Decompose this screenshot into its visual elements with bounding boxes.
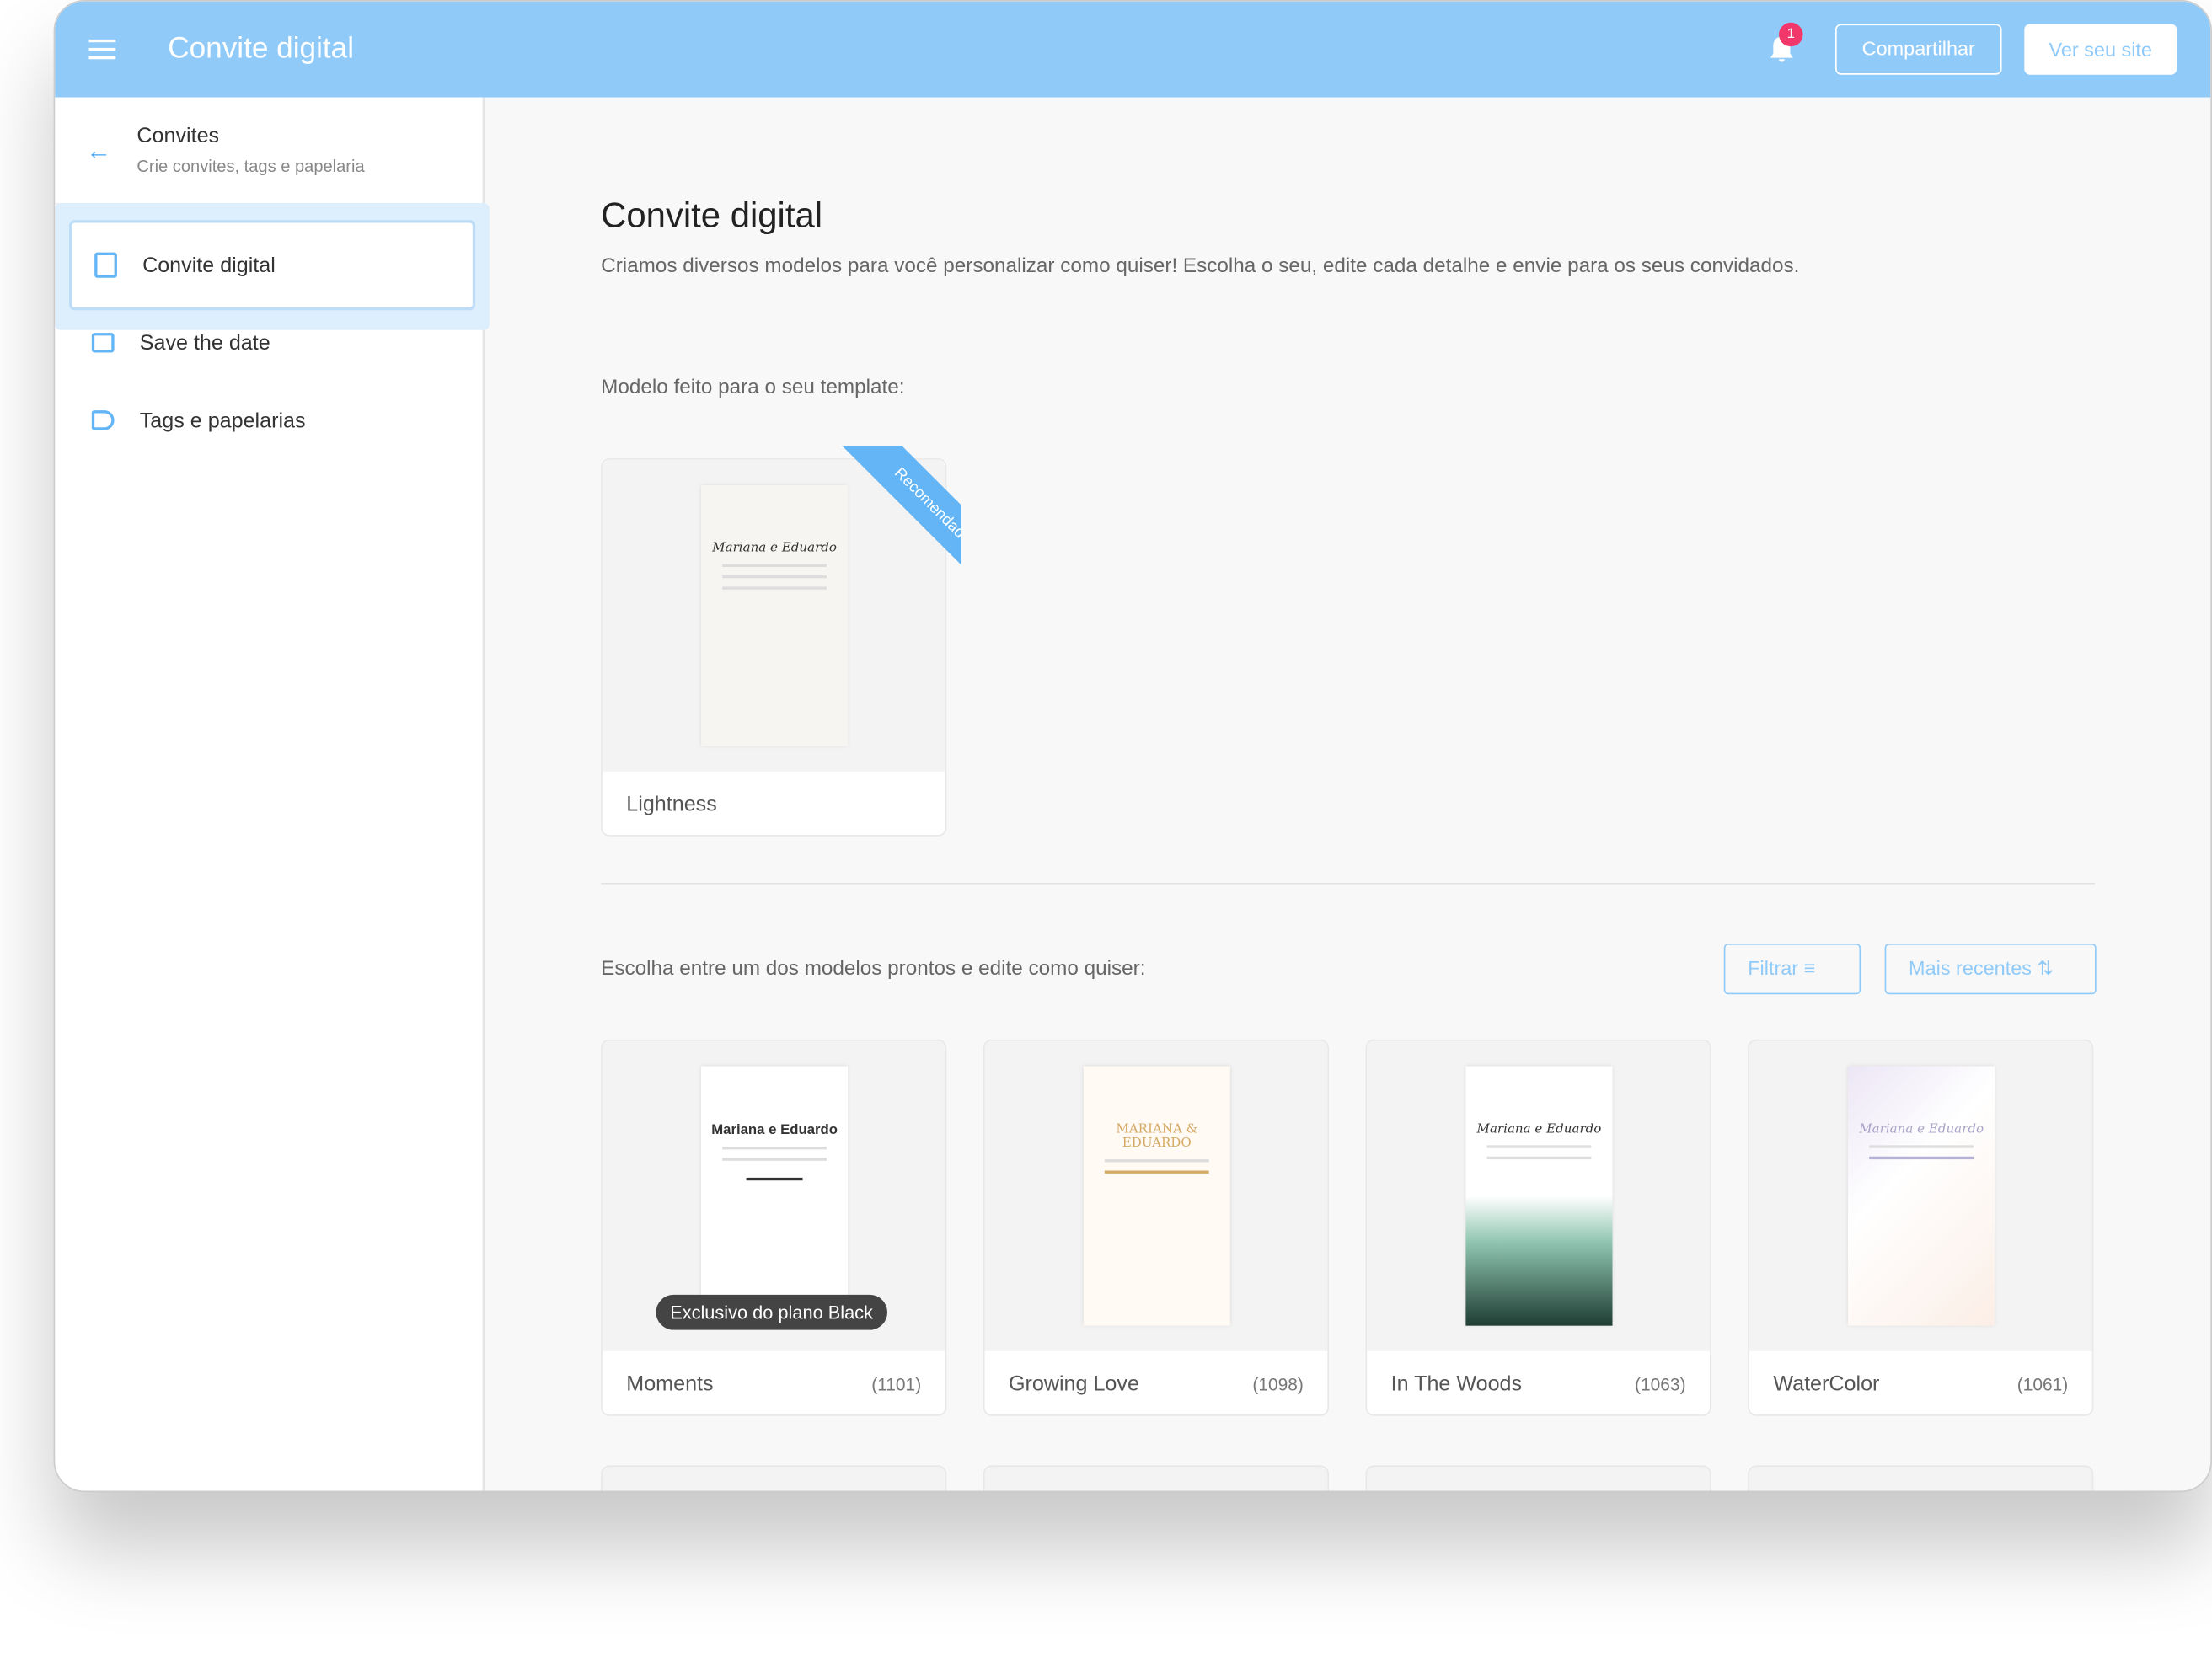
- template-card[interactable]: [1365, 1465, 1711, 1491]
- template-name: Growing Love: [1008, 1372, 1139, 1397]
- sidebar-item-tags[interactable]: Tags e papelarias: [69, 375, 475, 465]
- template-preview: Mariana e Eduardo: [701, 484, 849, 746]
- sidebar-title: Convites: [137, 124, 220, 148]
- template-card[interactable]: Mariana e Eduardo In The Woods (1063): [1365, 1039, 1711, 1416]
- sort-icon: ⇅: [2037, 956, 2054, 979]
- exclusive-badge: Exclusivo do plano Black: [656, 1294, 887, 1330]
- sidebar-item-label: Tags e papelarias: [139, 408, 306, 433]
- template-count: (1101): [871, 1375, 922, 1395]
- template-count: (1063): [1635, 1375, 1686, 1395]
- template-card[interactable]: [601, 1465, 947, 1491]
- template-card[interactable]: MARIANA & EDUARDO Growing Love (1098): [983, 1039, 1330, 1416]
- sidebar-item-label: Convite digital: [142, 253, 276, 277]
- tag-icon: [91, 410, 115, 430]
- template-name: Lightness: [626, 792, 717, 817]
- filter-icon: ≡: [1803, 956, 1816, 979]
- recommended-heading: Modelo feito para o seu template:: [601, 376, 905, 399]
- template-preview: Mariana e Eduardo: [1848, 1066, 1995, 1326]
- app-title: Convite digital: [168, 32, 355, 66]
- sidebar-item-convite-digital[interactable]: Convite digital: [69, 220, 476, 311]
- sidebar-subtitle: Crie convites, tags e papelaria: [137, 156, 365, 177]
- template-preview: MARIANA & EDUARDO: [1083, 1066, 1230, 1326]
- template-name: In The Woods: [1390, 1372, 1523, 1397]
- notification-badge: 1: [1779, 22, 1803, 47]
- sidebar: ← Convites Crie convites, tags e papelar…: [55, 97, 490, 1491]
- filter-button[interactable]: Filtrar ≡: [1723, 943, 1861, 995]
- view-site-button[interactable]: Ver seu site: [2024, 24, 2177, 75]
- invitation-icon: [94, 252, 117, 278]
- template-card[interactable]: Mariana e Eduardo WaterColor (1061): [1748, 1039, 2094, 1416]
- back-arrow-icon[interactable]: ←: [86, 136, 112, 165]
- sort-button[interactable]: Mais recentes ⇅: [1884, 943, 2097, 995]
- template-name: WaterColor: [1773, 1372, 1880, 1397]
- template-count: (1061): [2017, 1375, 2069, 1395]
- template-card-lightness[interactable]: Mariana e Eduardo Recomendado Lightness: [601, 446, 961, 837]
- choose-heading: Escolha entre um dos modelos prontos e e…: [601, 957, 1146, 981]
- recommended-ribbon: Recomendado: [806, 446, 961, 602]
- sidebar-item-save-the-date[interactable]: Save the date: [69, 297, 475, 388]
- page-description: Criamos diversos modelos para você perso…: [601, 255, 1800, 278]
- template-card[interactable]: [983, 1465, 1330, 1491]
- template-preview: Mariana e Eduardo: [1465, 1066, 1613, 1326]
- share-button[interactable]: Compartilhar: [1835, 24, 2002, 75]
- sidebar-item-label: Save the date: [139, 330, 270, 356]
- template-count: (1098): [1252, 1375, 1304, 1395]
- hamburger-menu-icon[interactable]: [88, 39, 116, 65]
- template-preview: Mariana e Eduardo: [701, 1066, 849, 1326]
- template-name: Moments: [626, 1372, 714, 1397]
- main-content: Convite digital Criamos diversos modelos…: [485, 98, 2210, 1491]
- envelope-icon: [91, 333, 115, 353]
- template-card[interactable]: [1748, 1465, 2094, 1491]
- page-title: Convite digital: [601, 195, 823, 236]
- top-bar: Convite digital 1 Compartilhar Ver seu s…: [55, 1, 2211, 98]
- app-window: Convite digital 1 Compartilhar Ver seu s…: [53, 0, 2212, 1493]
- template-card[interactable]: Mariana e Eduardo Exclusivo do plano Bla…: [601, 1039, 947, 1416]
